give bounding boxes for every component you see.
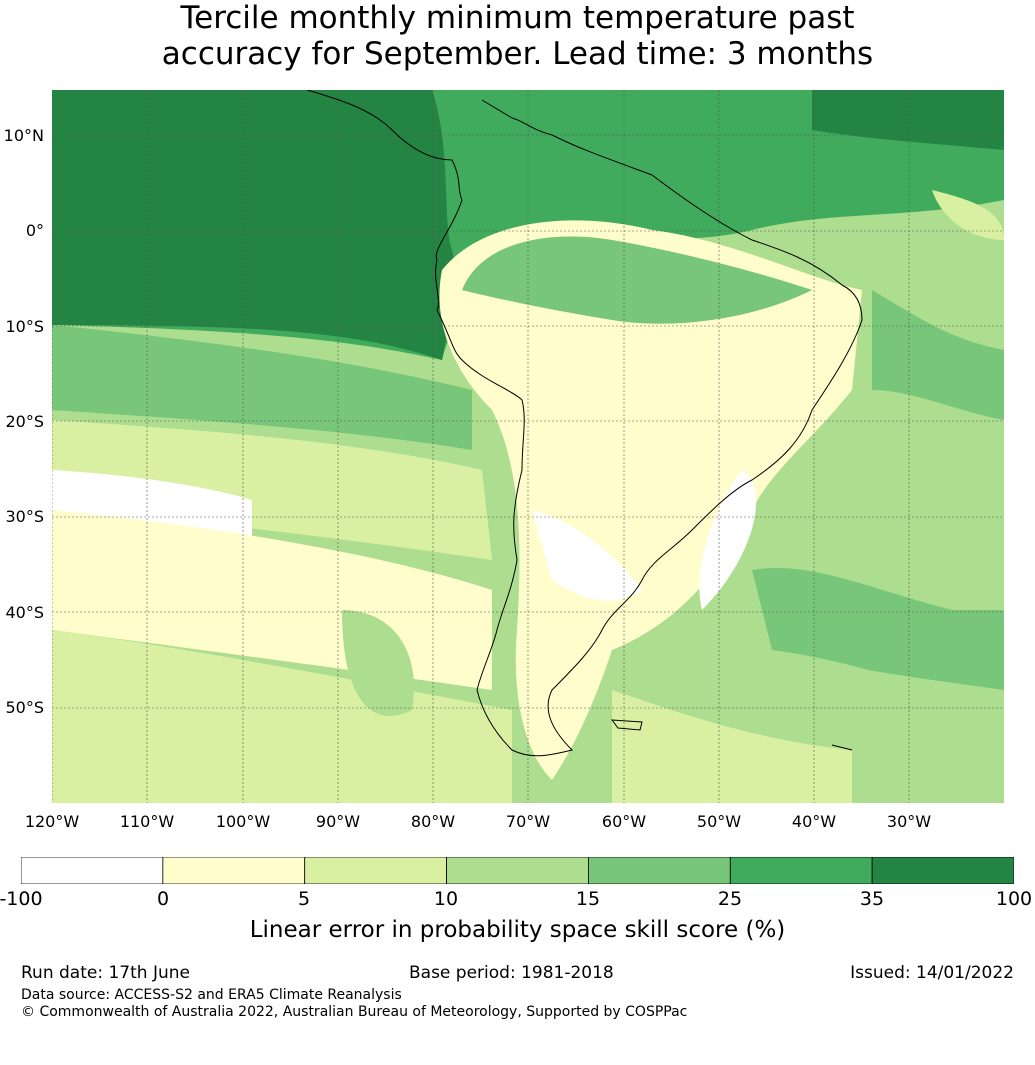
run-date: Run date: 17th June [21,963,190,983]
skill-map [52,90,1004,803]
lat-label-50s: 50°S [5,698,44,717]
title-line-1: Tercile monthly minimum temperature past [180,0,855,36]
lon-label-120w: 120°W [24,812,80,831]
lat-label-30s: 30°S [5,507,44,526]
lat-label-20s: 20°S [5,412,44,431]
colorbar-label: Linear error in probability space skill … [249,917,786,943]
lat-label-0: 0° [25,221,44,240]
lat-label-10s: 10°S [5,317,44,336]
chart-title: Tercile monthly minimum temperature past… [0,0,1035,72]
colorbar-swatch [304,856,447,885]
lon-label-100w: 100°W [215,812,271,831]
lon-label-30w: 30°W [886,812,932,831]
colorbar-tick-5: 5 [297,888,311,910]
copyright: © Commonwealth of Australia 2022, Austra… [21,1004,688,1020]
lat-label-40s: 40°S [5,603,44,622]
base-period: Base period: 1981-2018 [409,963,614,983]
issued-date: Issued: 14/01/2022 [850,963,1014,983]
lon-label-60w: 60°W [601,812,647,831]
colorbar-tick-100: 100 [995,888,1033,910]
colorbar-swatch [729,856,873,885]
colorbar-svg [20,856,1015,885]
colorbar-swatch [20,856,164,885]
colorbar-tick-10: 10 [433,888,459,910]
lon-label-40w: 40°W [791,812,837,831]
colorbar-tick-25: 25 [717,888,743,910]
colorbar-tick-0: 0 [156,888,170,910]
colorbar-swatch [588,856,731,885]
lon-label-80w: 80°W [410,812,456,831]
lon-label-70w: 70°W [505,812,551,831]
title-line-2: accuracy for September. Lead time: 3 mon… [161,36,874,72]
colorbar-tick-35: 35 [859,888,885,910]
data-source: Data source: ACCESS-S2 and ERA5 Climate … [21,987,402,1003]
lon-label-50w: 50°W [696,812,742,831]
colorbar-tick-15: 15 [575,888,601,910]
colorbar-swatch [871,856,1015,885]
lat-label-10n: 10°N [3,126,44,145]
lon-label-90w: 90°W [315,812,361,831]
lon-label-110w: 110°W [119,812,175,831]
colorbar-swatch [446,856,589,885]
colorbar-swatch [162,856,306,885]
colorbar-tick-neg100: -100 [0,888,43,910]
map-svg [52,90,1004,803]
colorbar [20,856,1015,885]
